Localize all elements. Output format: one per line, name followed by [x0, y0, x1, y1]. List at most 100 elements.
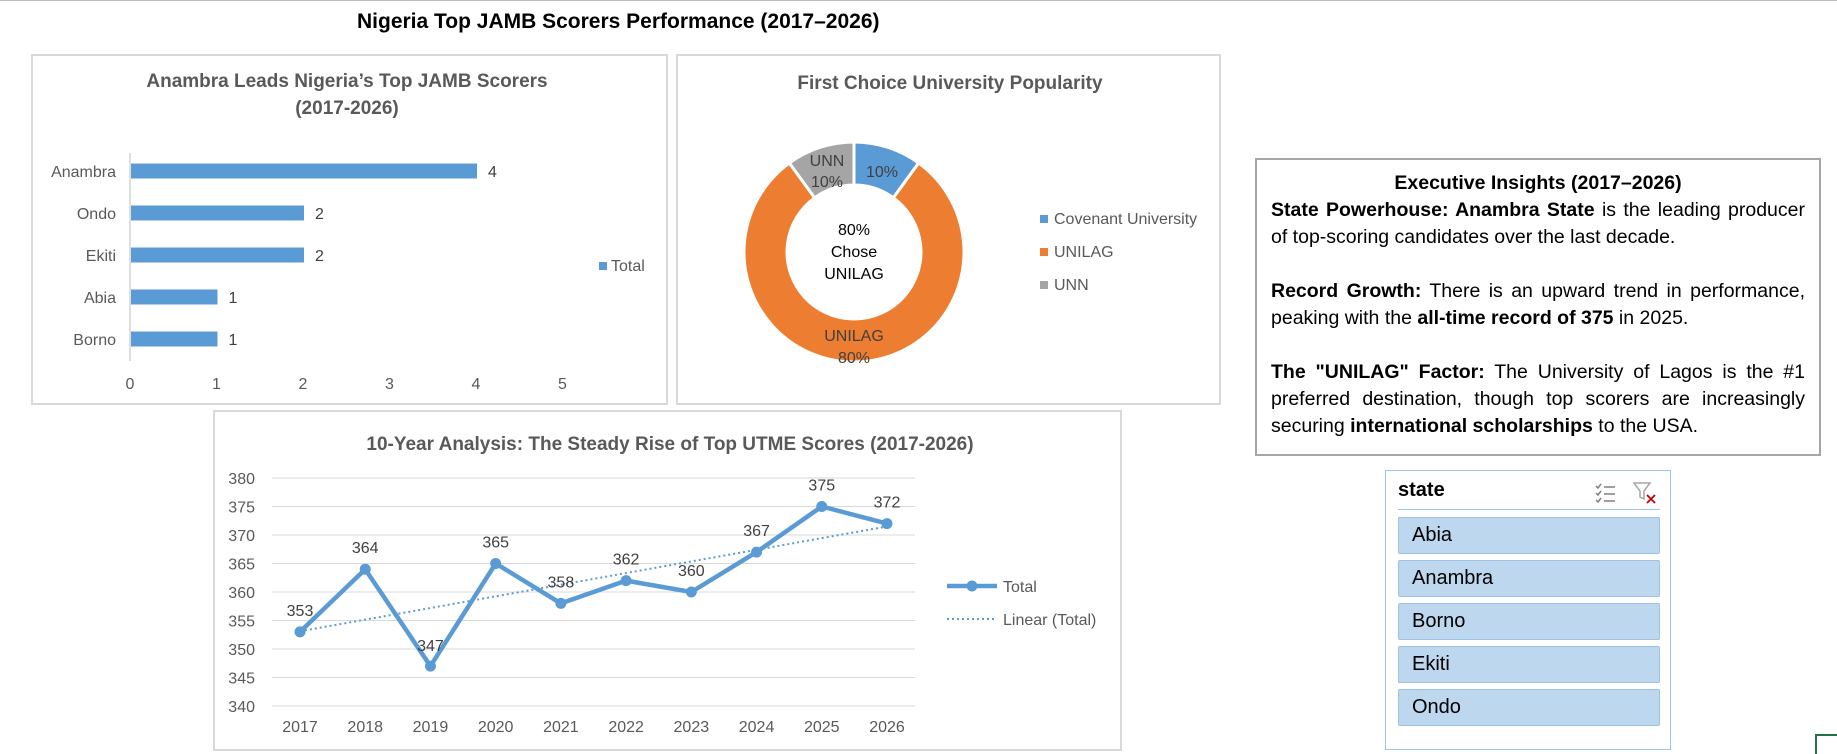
y-tick-label: 375 [228, 500, 255, 517]
insight-text: to the USA. [1592, 415, 1698, 437]
insight-bold: The "UNILAG" Factor: [1271, 361, 1485, 383]
x-tick-label: 2023 [674, 719, 710, 736]
x-tick-label: 2025 [804, 719, 840, 736]
bar-tick-label: 2 [299, 376, 308, 393]
slicer-title: state [1398, 479, 1445, 501]
donut-legend-label: UNILAG [1054, 244, 1114, 261]
slicer-item-abia[interactable]: Abia [1398, 517, 1660, 554]
clear-filter-icon[interactable] [1632, 481, 1658, 505]
bar-tick-label: 1 [212, 376, 221, 393]
trendline [299, 525, 888, 633]
data-point [620, 575, 632, 587]
bar-data-label: 4 [488, 164, 497, 181]
bar [131, 331, 218, 347]
bar-tick-label: 0 [126, 376, 135, 393]
bar-data-label: 2 [315, 206, 324, 223]
line-chart-panel[interactable]: 10-Year Analysis: The Steady Rise of Top… [213, 410, 1122, 751]
sheet-top-border [0, 0, 1837, 1]
data-point [555, 597, 567, 609]
point-data-label: 372 [874, 495, 901, 512]
data-point [881, 518, 893, 530]
y-tick-label: 370 [228, 528, 255, 545]
state-slicer[interactable]: state Abia Anambra Borno Ekiti Ondo [1385, 470, 1671, 750]
bar-tick-label: 5 [558, 376, 567, 393]
y-tick-label: 360 [228, 585, 255, 602]
point-data-label: 362 [613, 552, 640, 569]
chart-title: Anambra Leads Nigeria’s Top JAMB Scorers [146, 71, 547, 92]
bar-chart-panel[interactable]: Anambra Leads Nigeria’s Top JAMB Scorers… [31, 54, 668, 405]
point-data-label: 353 [287, 603, 314, 620]
y-tick-label: 355 [228, 614, 255, 631]
executive-insights-box[interactable]: Executive Insights (2017–2026) State Pow… [1255, 158, 1821, 456]
data-point [359, 563, 371, 575]
bar-category-label: Borno [73, 332, 116, 349]
point-data-label: 367 [743, 523, 770, 540]
donut-slice-label: 10% [811, 174, 843, 191]
donut-center-label: UNILAG [824, 266, 884, 283]
x-tick-label: 2021 [543, 719, 579, 736]
chart-subtitle: (2017-2026) [295, 98, 399, 119]
insight-state-powerhouse: State Powerhouse: Anambra State is the l… [1271, 197, 1805, 251]
donut-chart: First Choice University Popularity 10% UNI… [742, 73, 1197, 367]
donut-slice-label: 10% [866, 164, 898, 181]
chart-title: First Choice University Popularity [797, 73, 1103, 94]
y-tick-label: 365 [228, 557, 255, 574]
data-point [685, 586, 697, 598]
donut-slice-unilag [742, 160, 966, 364]
legend-label-total: Total [1003, 579, 1037, 596]
insight-bold: Record Growth: [1271, 280, 1422, 302]
y-tick-label: 340 [228, 699, 255, 716]
bar-legend-label: Total [611, 258, 645, 275]
bar [131, 205, 304, 221]
bar-category-label: Ondo [77, 206, 116, 223]
insight-text: is the leading producer of top-scoring c… [1271, 199, 1805, 248]
chart-title: 10-Year Analysis: The Steady Rise of Top… [366, 434, 973, 455]
x-tick-label: 2024 [739, 719, 775, 736]
bar-tick-label: 4 [472, 376, 481, 393]
bar [131, 289, 218, 305]
insight-bold: all-time record of 375 [1417, 307, 1614, 329]
donut-legend-swatch [1040, 215, 1048, 223]
bar-data-label: 2 [315, 248, 324, 265]
donut-slice-label: UNILAG [824, 328, 884, 345]
donut-chart-panel[interactable]: First Choice University Popularity 10% UNI… [676, 54, 1221, 405]
data-point [424, 660, 436, 672]
insight-record-growth: Record Growth: There is an upward trend … [1271, 278, 1805, 332]
bar [131, 163, 477, 179]
x-tick-label: 2018 [347, 719, 383, 736]
donut-center-label: Chose [831, 244, 877, 261]
point-data-label: 360 [678, 563, 705, 580]
donut-slice-unn [787, 140, 856, 200]
slicer-item-ekiti[interactable]: Ekiti [1398, 646, 1660, 683]
point-data-label: 347 [417, 638, 444, 655]
bar-legend-swatch [599, 262, 607, 270]
legend-label-trend: Linear (Total) [1003, 612, 1096, 629]
data-point [751, 546, 763, 558]
point-data-label: 365 [482, 535, 509, 552]
slicer-item-ondo[interactable]: Ondo [1398, 689, 1660, 726]
data-point [294, 626, 306, 638]
bar-category-label: Anambra [51, 164, 116, 181]
point-data-label: 375 [808, 478, 835, 495]
x-tick-label: 2019 [413, 719, 449, 736]
data-point [490, 558, 502, 569]
bar-category-label: Abia [84, 290, 116, 307]
y-tick-label: 345 [228, 671, 255, 688]
line-chart: 10-Year Analysis: The Steady Rise of Top… [228, 434, 1096, 736]
bar-data-label: 1 [229, 290, 238, 307]
slicer-item-borno[interactable]: Borno [1398, 603, 1660, 640]
slicer-header: state [1398, 479, 1660, 510]
cell-selection-corner [1815, 734, 1837, 754]
y-tick-label: 380 [228, 471, 255, 488]
insights-title: Executive Insights (2017–2026) [1394, 172, 1682, 194]
insight-text: in 2025. [1613, 307, 1689, 329]
bar-category-label: Ekiti [86, 248, 116, 265]
multi-select-icon[interactable] [1593, 481, 1619, 505]
insight-unilag-factor: The "UNILAG" Factor: The University of L… [1271, 359, 1805, 440]
series-line [298, 504, 888, 669]
slicer-item-anambra[interactable]: Anambra [1398, 560, 1660, 597]
donut-legend-swatch [1040, 248, 1048, 256]
bar-chart: Anambra Leads Nigeria’s Top JAMB Scorers… [51, 71, 645, 393]
y-tick-label: 350 [228, 642, 255, 659]
donut-slice-label: UNN [810, 153, 845, 170]
